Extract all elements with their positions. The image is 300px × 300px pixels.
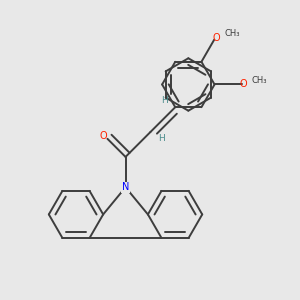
Text: CH₃: CH₃ — [224, 29, 240, 38]
Text: CH₃: CH₃ — [252, 76, 267, 85]
Text: O: O — [239, 80, 247, 89]
Text: H: H — [161, 96, 168, 105]
Text: H: H — [158, 134, 165, 143]
Text: O: O — [100, 130, 107, 141]
Text: O: O — [212, 33, 220, 43]
Text: N: N — [122, 182, 129, 192]
